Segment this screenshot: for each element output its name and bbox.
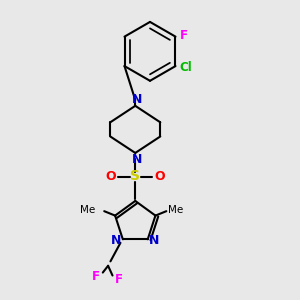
Text: Me: Me [167,205,183,215]
Text: N: N [111,234,122,247]
Text: Cl: Cl [179,61,192,74]
Text: F: F [92,270,100,283]
Text: O: O [154,170,165,183]
Text: N: N [149,234,159,247]
Text: F: F [115,272,123,286]
Text: F: F [180,29,188,42]
Text: Me: Me [80,205,95,215]
Text: N: N [132,93,142,106]
Text: S: S [130,169,140,184]
Text: N: N [132,153,142,166]
Text: O: O [106,170,116,183]
